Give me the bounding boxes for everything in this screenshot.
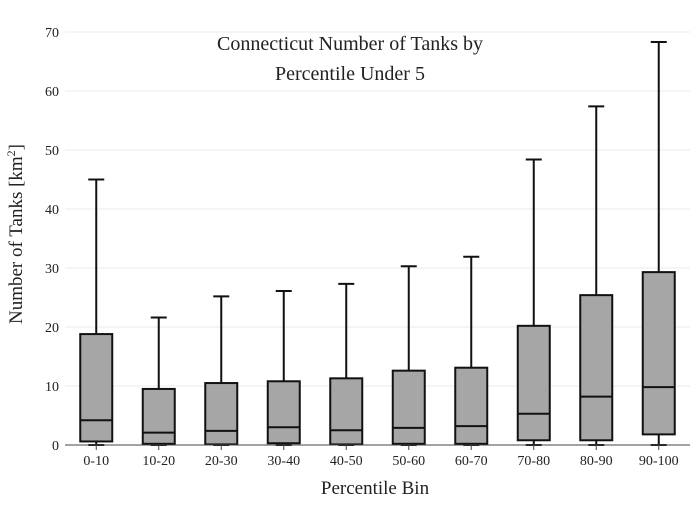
box-iqr [579, 294, 614, 442]
x-tick-label: 40-50 [330, 454, 363, 469]
box-iqr [141, 387, 176, 445]
box-iqr [204, 382, 239, 446]
box-iqr [641, 271, 676, 436]
chart-title-line-1: Connecticut Number of Tanks by [217, 33, 483, 55]
box-iqr [454, 366, 489, 445]
y-tick-label: 70 [45, 26, 59, 41]
y-tick-label: 10 [45, 380, 59, 395]
x-axis-label: Percentile Bin [321, 478, 430, 499]
x-tick-label: 70-80 [517, 454, 550, 469]
box-80-90 [579, 105, 614, 446]
y-tick-label: 60 [45, 85, 59, 100]
x-tick-label: 50-60 [392, 454, 425, 469]
y-tick-label: 0 [52, 439, 59, 454]
y-tick-label: 40 [45, 203, 59, 218]
x-tick-label: 90-100 [639, 454, 679, 469]
box-30-40 [266, 290, 301, 446]
box-iqr [391, 369, 426, 445]
box-iqr [516, 324, 551, 442]
box-60-70 [454, 255, 489, 446]
x-tick-label: 10-20 [142, 454, 175, 469]
y-tick-label: 20 [45, 321, 59, 336]
y-axis-label-end: ] [6, 144, 27, 150]
box-iqr [79, 333, 114, 443]
y-axis-label-superscript: 2 [4, 150, 18, 156]
y-tick-label: 50 [45, 144, 59, 159]
gridlines [65, 31, 690, 387]
chart-title-line-2: Percentile Under 5 [275, 63, 425, 85]
box-70-80 [516, 158, 551, 446]
x-tick-label: 20-30 [205, 454, 238, 469]
y-tick-label: 30 [45, 262, 59, 277]
x-tick-label: 80-90 [580, 454, 613, 469]
box-90-100 [641, 41, 676, 446]
x-tick-label: 30-40 [267, 454, 300, 469]
x-tick-label: 0-10 [83, 454, 109, 469]
y-axis-label-main: Number of Tanks [km [6, 156, 27, 324]
axes: 0 10 20 30 40 50 60 70 0-10 10-20 20-30 30-40 40-50 5… [45, 26, 690, 469]
y-axis-label: Number of Tanks [km2] [4, 144, 27, 324]
x-tick-label: 60-70 [455, 454, 488, 469]
box-iqr [329, 377, 364, 446]
box-20-30 [204, 295, 239, 446]
box-iqr [266, 380, 301, 445]
